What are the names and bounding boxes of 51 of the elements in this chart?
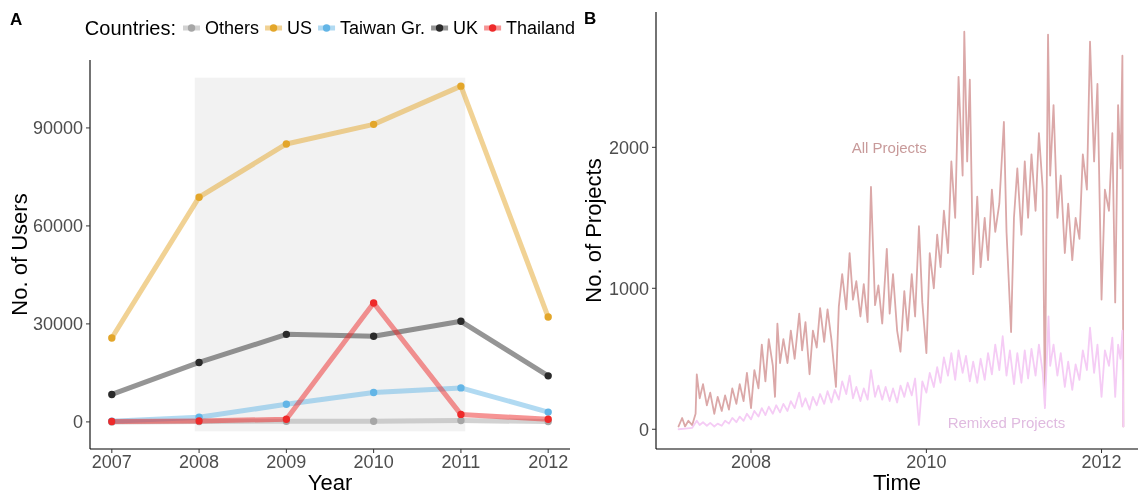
legend-label: US <box>287 18 313 39</box>
x-tick-label: 2010 <box>353 452 394 472</box>
y-tick-label: 0 <box>72 412 83 433</box>
point <box>108 334 116 342</box>
point <box>544 372 552 380</box>
point <box>544 313 552 321</box>
legend-title: Countries: <box>84 17 177 39</box>
x-tick-label: 2007 <box>91 452 132 472</box>
x-tick-label: 2010 <box>906 452 947 472</box>
series-label: Remixed Projects <box>947 414 1066 432</box>
point <box>282 140 291 148</box>
legend-label: Thailand <box>506 18 576 39</box>
y-tick-label: 90000 <box>32 118 83 139</box>
point <box>282 400 291 408</box>
y-tick-label: 1000 <box>608 278 649 299</box>
point <box>369 120 378 129</box>
y-tick-label: 0 <box>638 419 649 440</box>
point <box>457 416 465 425</box>
point <box>108 390 116 399</box>
x-tick-label: 2008 <box>730 452 772 472</box>
x-tick-label: 2012 <box>528 452 569 472</box>
y-tick-label: 30000 <box>32 314 83 335</box>
legend-label: UK <box>453 18 479 39</box>
line-series <box>677 315 1125 431</box>
point <box>457 384 465 392</box>
point <box>457 317 465 325</box>
point <box>282 330 291 339</box>
point <box>369 299 378 307</box>
x-tick-label: 2011 <box>441 452 481 472</box>
legend-label: Others <box>205 18 260 39</box>
point <box>369 388 378 397</box>
x-tick-label: 2012 <box>1081 452 1122 472</box>
point <box>369 332 378 341</box>
y-axis-title: No. of Users <box>6 193 32 316</box>
x-tick-label: 2008 <box>179 452 220 472</box>
chart-title: A <box>10 10 23 29</box>
y-tick-label: 60000 <box>32 216 83 237</box>
chart-title: B <box>584 9 597 28</box>
x-tick-label: 2009 <box>266 452 307 472</box>
legend-label: Taiwan Gr. <box>340 18 426 39</box>
y-axis-title: No. of Projects <box>580 158 606 303</box>
point <box>544 408 552 416</box>
x-axis-title: Time <box>872 470 922 493</box>
y-tick-label: 2000 <box>608 137 649 158</box>
point <box>457 410 465 419</box>
point <box>369 417 378 425</box>
x-axis-title: Year <box>307 470 353 493</box>
point <box>457 82 465 90</box>
point <box>195 358 203 367</box>
point <box>195 193 203 201</box>
series-label: All Projects <box>851 139 927 157</box>
